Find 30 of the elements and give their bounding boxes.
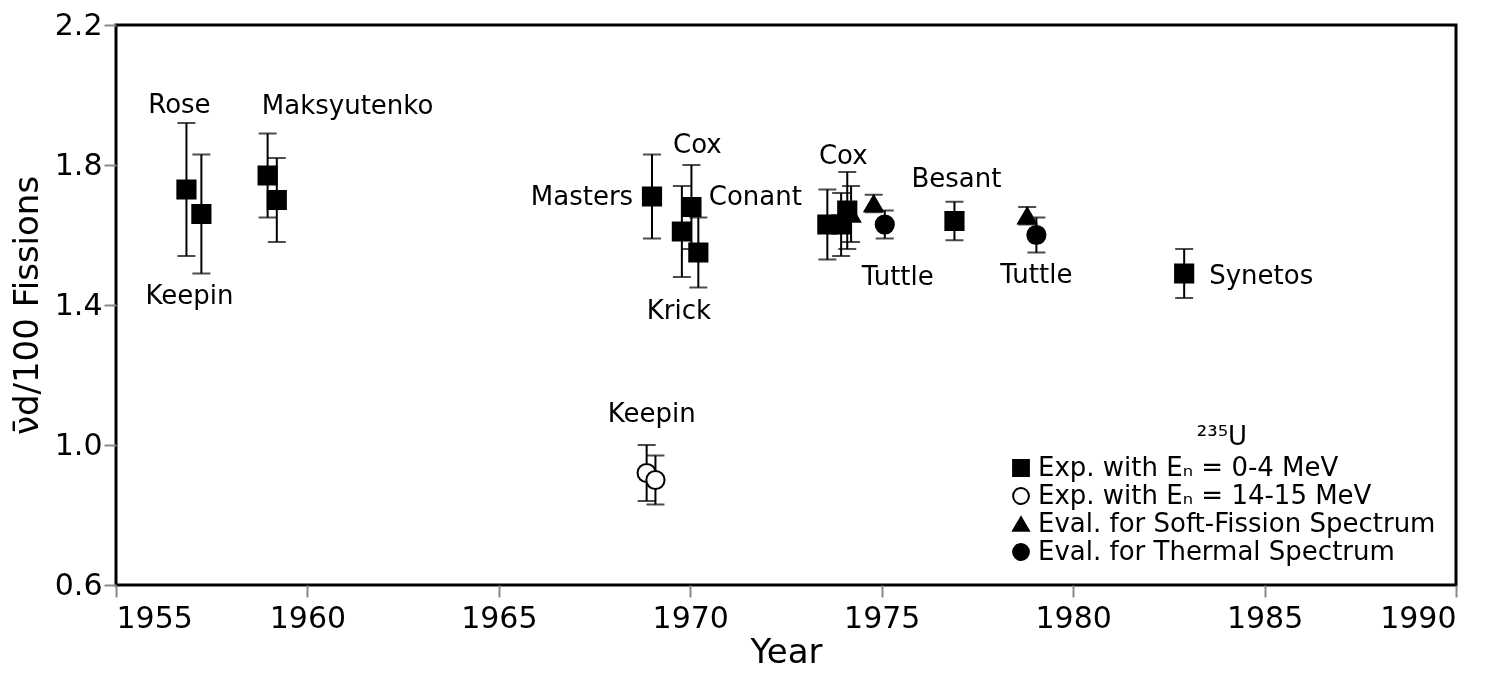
annotation: Tuttle <box>860 260 934 291</box>
x-tick-label: 1960 <box>269 599 347 635</box>
x-tick-label: 1985 <box>1226 599 1304 635</box>
y-tick-label: 0.6 <box>54 566 103 602</box>
x-tick-label: 1990 <box>1380 599 1457 635</box>
annotation: Conant <box>708 180 802 211</box>
x-axis-title: Year <box>749 630 823 671</box>
x-tick-label: 1970 <box>652 599 729 635</box>
y-tick-label: 2.2 <box>54 6 103 42</box>
annotation: Cox <box>818 139 868 170</box>
annotation: Synetos <box>1209 259 1314 290</box>
annotation: Krick <box>646 294 712 325</box>
x-tick-label: 1965 <box>461 599 538 635</box>
x-tick-label: 1975 <box>844 599 921 635</box>
legend-title: ²³⁵U <box>1196 421 1248 451</box>
y-tick-label: 1.0 <box>54 426 103 462</box>
x-tick-label: 1955 <box>116 599 193 635</box>
annotation: Tuttle <box>999 259 1073 289</box>
annotation: Besant <box>911 163 1002 193</box>
x-tick-label: 1980 <box>1035 599 1112 635</box>
annotation: Keepin <box>607 398 696 428</box>
annotation: Cox <box>673 129 722 159</box>
annotation: Maksyutenko <box>261 89 434 120</box>
y-tick-label: 1.4 <box>54 286 103 322</box>
legend-label: Exp. with Eₙ = 0-4 MeV <box>1038 452 1339 482</box>
y-tick-label: 1.8 <box>54 146 103 182</box>
y-axis-title: ν̄d/100 Fissions <box>5 175 46 436</box>
annotation: Masters <box>530 180 634 211</box>
annotation: Keepin <box>145 280 234 310</box>
annotation: Rose <box>148 88 211 119</box>
